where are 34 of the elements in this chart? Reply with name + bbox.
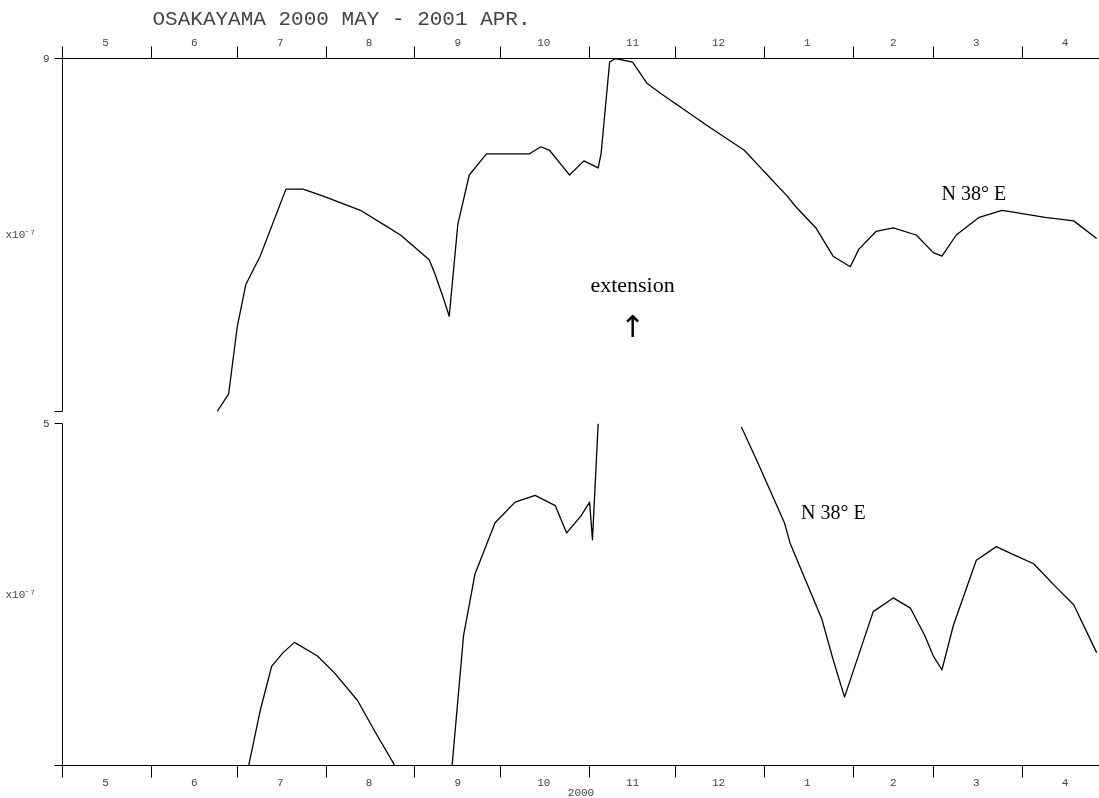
x-tick-label: 3 — [973, 776, 980, 789]
annotation: N 38° E — [801, 501, 866, 524]
x-tick-label: 7 — [276, 776, 284, 789]
x-tick-label: 1 — [804, 776, 812, 789]
x-tick-label: 7 — [276, 36, 284, 49]
text: 9 — [42, 53, 50, 65]
annotation: ↑ — [620, 309, 646, 345]
x-tick-label: 8 — [365, 36, 373, 49]
annotation: extension — [590, 271, 675, 297]
x-tick-label: 9 — [454, 36, 462, 49]
y-axis-title: x10⁻⁷ — [5, 229, 36, 241]
chart-title: OSAKAYAMA 2000 MAY - 2001 APR. — [152, 7, 531, 31]
annotation: N 38° E — [941, 181, 1007, 204]
x-tick-label: 4 — [1061, 776, 1069, 789]
x-tick-label: 2 — [889, 776, 897, 789]
x-axis-title: 2000 — [567, 786, 595, 798]
x-tick-label: 3 — [973, 36, 980, 49]
x-tick-label: 6 — [190, 776, 198, 789]
x-tick-label: 2 — [889, 36, 897, 49]
x-tick-label: 1 — [804, 36, 812, 49]
x-tick-label: 8 — [365, 776, 373, 789]
x-tick-label: 5 — [102, 776, 109, 789]
x-tick-label: 9 — [454, 776, 462, 789]
x-tick-label: 6 — [190, 36, 198, 49]
x-tick-label: 5 — [102, 36, 109, 49]
x-tick-label: 10 — [537, 36, 551, 49]
text: 5 — [42, 418, 50, 430]
x-tick-label: 4 — [1061, 36, 1069, 49]
x-tick-label: 10 — [537, 776, 551, 789]
x-tick-label: 12 — [711, 36, 726, 49]
y-axis-title: x10⁻⁷ — [5, 588, 36, 601]
x-tick-label: 12 — [711, 776, 726, 789]
x-tick-label: 11 — [625, 36, 640, 49]
x-tick-label: 11 — [625, 776, 640, 789]
